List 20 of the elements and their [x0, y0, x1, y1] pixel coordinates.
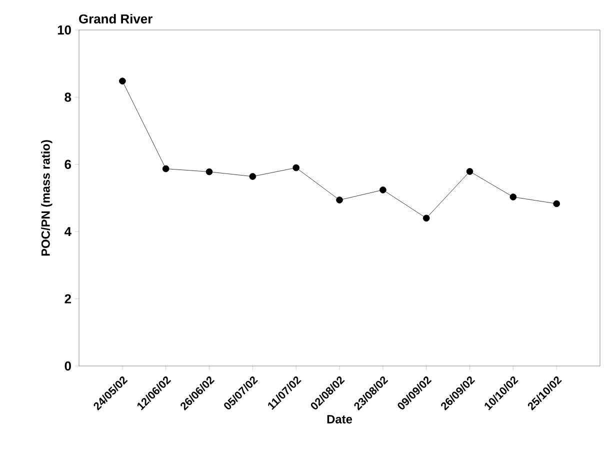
y-tick-label: 2: [64, 294, 71, 304]
y-tick-label: 0: [64, 361, 71, 371]
point: [380, 186, 386, 194]
point: [206, 168, 213, 176]
point: [162, 165, 170, 172]
y-tick-label: 6: [64, 160, 72, 169]
y-tick-label: 4: [64, 227, 72, 236]
x-axis-title: Date: [327, 415, 352, 424]
point: [510, 194, 517, 200]
point: [422, 214, 430, 222]
y-tick-label: 8: [64, 92, 72, 102]
point: [336, 196, 343, 204]
point: [249, 173, 256, 180]
point: [119, 78, 126, 84]
point: [466, 168, 474, 175]
y-axis-title: POC/PN (mass ratio): [41, 140, 52, 256]
y-tick-label: 10: [58, 25, 71, 35]
point: [553, 200, 560, 208]
point: [292, 164, 300, 172]
chart-title: Grand River: [79, 14, 152, 24]
